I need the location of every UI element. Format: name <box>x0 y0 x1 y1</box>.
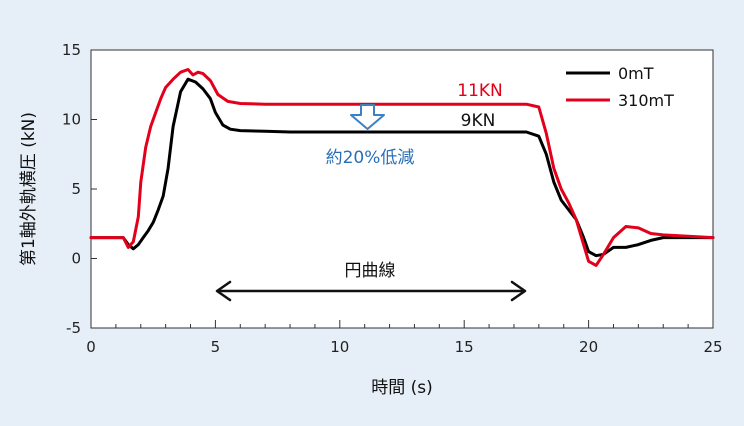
annotation-reduction: 約20%低減 <box>326 148 415 168</box>
y-tick-label: 10 <box>62 111 81 129</box>
y-tick-label: 0 <box>71 250 81 268</box>
legend-label-0mt: 0mT <box>618 64 654 83</box>
x-tick-label: 0 <box>86 338 96 356</box>
legend: 0mT 310mT <box>566 64 674 110</box>
tick-labels: 0 5 10 15 20 25 -5 0 5 10 15 <box>62 41 723 356</box>
x-axis-title: 時間 (s) <box>371 378 433 398</box>
annotation-curve: 円曲線 <box>345 261 396 281</box>
x-tick-label: 5 <box>211 338 221 356</box>
x-tick-label: 15 <box>455 338 474 356</box>
annotation-9kn: 9KN <box>461 111 496 131</box>
y-axis-title: 第1軸外軌横圧 (kN) <box>19 112 39 266</box>
axis-ticks <box>90 49 714 329</box>
x-tick-label: 20 <box>579 338 598 356</box>
legend-label-310mt: 310mT <box>618 91 674 110</box>
plot-area <box>90 49 714 329</box>
x-tick-label: 25 <box>703 338 722 356</box>
y-tick-label: 5 <box>71 180 81 198</box>
y-tick-label: -5 <box>66 319 81 337</box>
series-lines <box>89 68 715 267</box>
annotation-11kn: 11KN <box>457 81 503 101</box>
curve-range-arrow-icon <box>215 280 527 302</box>
series-line-310mt <box>89 68 715 267</box>
y-tick-label: 15 <box>62 41 81 59</box>
x-tick-label: 10 <box>330 338 349 356</box>
reduction-arrow-icon <box>350 104 385 130</box>
series-line-0mt <box>89 77 715 258</box>
